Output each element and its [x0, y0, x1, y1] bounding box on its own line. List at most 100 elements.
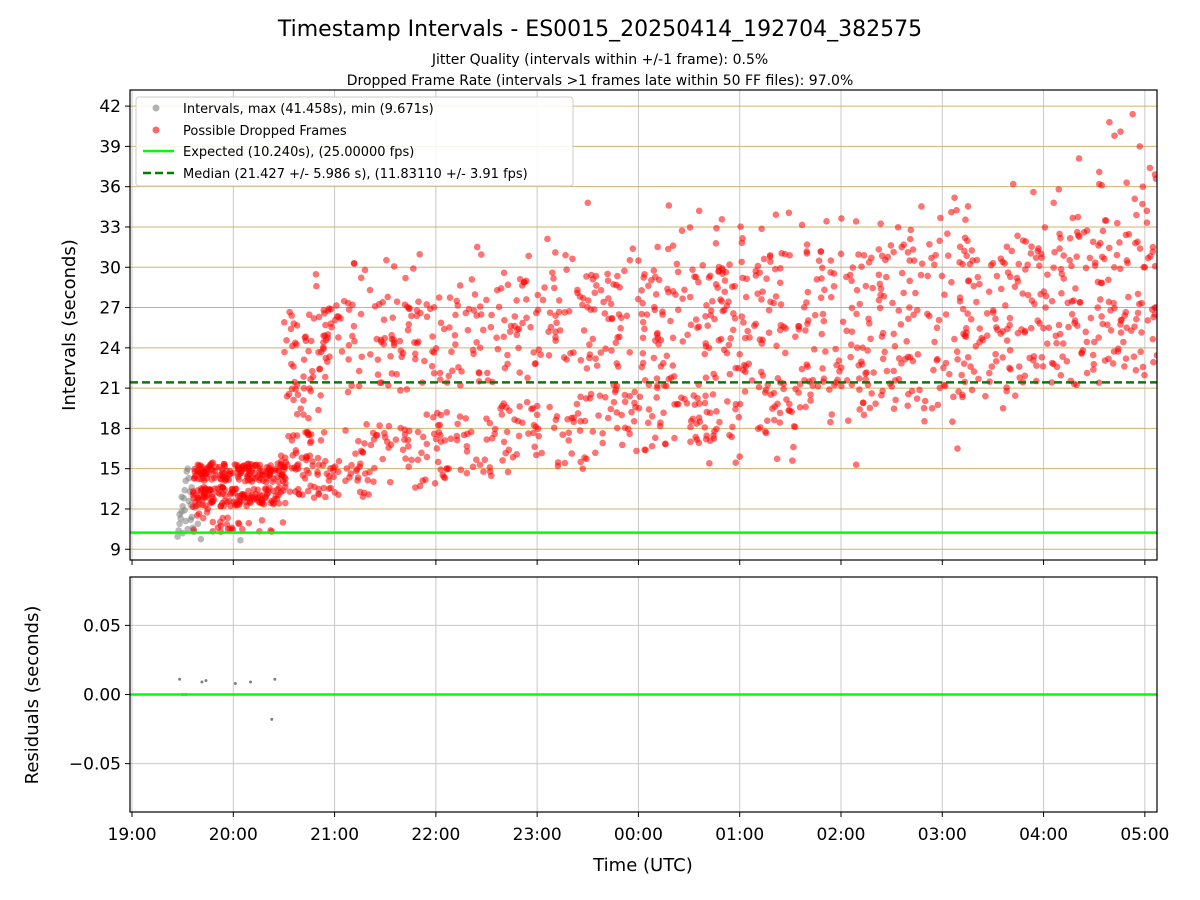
dropped-frame-point — [695, 207, 703, 215]
dropped-frame-point — [737, 223, 744, 230]
dropped-frame-point — [638, 287, 645, 294]
dropped-frame-point — [639, 299, 646, 307]
top-y-tick-label: 27 — [99, 299, 121, 319]
dropped-frame-point — [1045, 324, 1053, 331]
dropped-frame-point — [859, 344, 866, 352]
dropped-frame-point — [712, 240, 720, 247]
dropped-frame-point — [709, 298, 716, 305]
dropped-frame-point — [1056, 245, 1063, 252]
dropped-frame-point — [918, 203, 925, 210]
dropped-frame-point — [208, 476, 216, 483]
dropped-frame-point — [307, 431, 315, 438]
dropped-frame-point — [683, 400, 691, 407]
x-axis-label: Time (UTC) — [592, 855, 693, 876]
dropped-frame-point — [357, 310, 365, 318]
dropped-frame-point — [355, 437, 362, 445]
dropped-frame-point — [653, 375, 661, 382]
dropped-frame-point — [538, 449, 546, 457]
dropped-frame-point — [931, 338, 938, 346]
dropped-frame-point — [770, 389, 778, 397]
dropped-frame-point — [600, 298, 607, 306]
dropped-frame-point — [728, 433, 736, 441]
dropped-frame-point — [635, 404, 643, 412]
dropped-frame-point — [1123, 179, 1130, 186]
dropped-frame-point — [879, 329, 887, 337]
interval-point — [184, 465, 192, 472]
dropped-frame-point — [778, 249, 785, 257]
dropped-frame-point — [1073, 228, 1081, 236]
dropped-frame-point — [638, 310, 645, 318]
dropped-frame-point — [1090, 366, 1097, 373]
dropped-frame-point — [305, 414, 312, 422]
dropped-frame-point — [645, 282, 652, 290]
dropped-frame-point — [347, 470, 355, 477]
dropped-frame-point — [200, 477, 208, 484]
dropped-frame-point — [355, 382, 363, 390]
dropped-frame-point — [712, 281, 720, 288]
dropped-frame-point — [500, 333, 508, 341]
dropped-frame-point — [827, 269, 834, 276]
dropped-frame-point — [732, 459, 740, 466]
dropped-frame-point — [1014, 232, 1021, 240]
dropped-frame-point — [445, 372, 453, 380]
dropped-frame-point — [546, 309, 554, 317]
dropped-frame-point — [1002, 302, 1009, 309]
dropped-frame-point — [1022, 238, 1030, 245]
dropped-frame-point — [669, 242, 677, 249]
dropped-frame-point — [307, 337, 315, 345]
dropped-frame-point — [811, 311, 819, 319]
dropped-frame-point — [449, 367, 456, 375]
dropped-frame-point — [429, 333, 436, 340]
dropped-frame-point — [934, 355, 941, 363]
dropped-frame-point — [266, 470, 273, 477]
dropped-frame-point — [970, 368, 978, 375]
dropped-frame-point — [1147, 252, 1154, 260]
dropped-frame-point — [690, 392, 698, 399]
dropped-frame-point — [452, 341, 459, 348]
dropped-frame-point — [316, 365, 324, 373]
dropped-frame-point — [593, 362, 601, 369]
dropped-frame-point — [1006, 273, 1014, 281]
legend: Intervals, max (41.458s), min (9.671s) P… — [135, 96, 574, 187]
legend-label-median: Median (21.427 +/- 5.986 s), (11.83110 +… — [183, 167, 528, 182]
dropped-frame-point — [217, 502, 225, 510]
dropped-frame-point — [913, 395, 921, 402]
dropped-frame-point — [1153, 351, 1157, 359]
dropped-frame-point — [887, 242, 895, 249]
dropped-frame-point — [1122, 355, 1130, 362]
dropped-frame-point — [905, 315, 912, 323]
dropped-frame-point — [294, 465, 302, 472]
dropped-frame-point — [626, 392, 634, 400]
dropped-frame-point — [200, 483, 208, 491]
dropped-frame-point — [295, 485, 302, 493]
dropped-frame-point — [648, 276, 655, 284]
dropped-frame-point — [695, 414, 703, 421]
dropped-frame-point — [493, 334, 500, 342]
dropped-frame-point — [1080, 229, 1088, 236]
dropped-frame-point — [413, 312, 421, 320]
dropped-frame-point — [541, 284, 548, 291]
dropped-frame-point — [281, 473, 288, 481]
dropped-frame-point — [843, 327, 850, 335]
dropped-frame-point — [1040, 288, 1048, 295]
dropped-frame-point — [803, 241, 811, 248]
dropped-frame-point — [989, 259, 997, 267]
dropped-frame-point — [1003, 243, 1011, 251]
dropped-frame-point — [892, 396, 899, 404]
dropped-frame-point — [1071, 319, 1078, 327]
dropped-frame-point — [1068, 262, 1075, 270]
dropped-frame-point — [832, 345, 839, 353]
interval-point — [181, 507, 188, 514]
dropped-frame-point — [741, 388, 749, 395]
dropped-frame-point — [1151, 262, 1157, 270]
dropped-frame-point — [1039, 363, 1047, 370]
dropped-frame-point — [302, 429, 309, 436]
dropped-frame-point — [1089, 238, 1097, 246]
dropped-frame-point — [1044, 271, 1051, 278]
dropped-frame-point — [963, 252, 970, 260]
dropped-frame-point — [1094, 304, 1102, 311]
dropped-frame-point — [454, 420, 461, 428]
dropped-frame-point — [772, 211, 780, 218]
dropped-frame-point — [725, 298, 732, 306]
dropped-frame-point — [626, 349, 634, 356]
